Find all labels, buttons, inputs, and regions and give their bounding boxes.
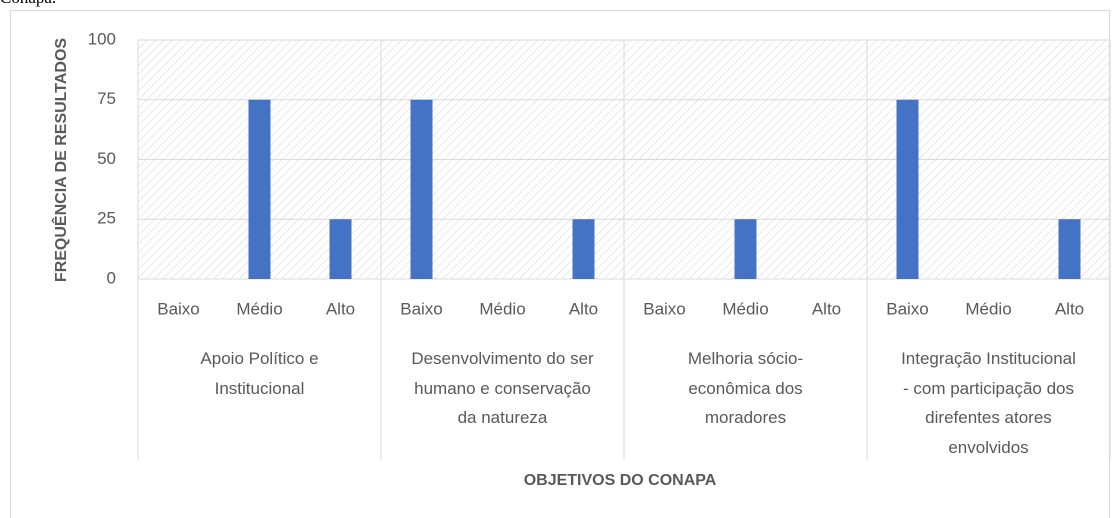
caption: Conapa.: [0, 0, 56, 8]
y-tick-label: 25: [97, 209, 116, 228]
y-axis-title: FREQUÊNCIA DE RESULTADOS: [51, 38, 70, 282]
bar: [329, 219, 352, 279]
x-tick-label: Baixo: [643, 299, 686, 318]
x-tick-label: Baixo: [400, 299, 443, 318]
group-label: Desenvolvimento do ser humano e conserva…: [411, 349, 594, 427]
bar: [896, 99, 919, 279]
x-tick-label: Alto: [569, 299, 598, 318]
bar: [248, 99, 271, 279]
x-tick-label: Baixo: [886, 299, 929, 318]
bar: [1058, 219, 1081, 279]
x-tick-label: Médio: [722, 299, 768, 318]
x-tick-label: Alto: [326, 299, 355, 318]
x-tick-label: Médio: [965, 299, 1011, 318]
y-tick-label: 100: [88, 29, 116, 48]
x-tick-label: Alto: [812, 299, 841, 318]
group-label: Integração Institucional - com participa…: [901, 349, 1076, 457]
y-tick-label: 50: [97, 149, 116, 168]
x-tick-label: Baixo: [157, 299, 200, 318]
bar: [410, 99, 433, 279]
x-tick-label: Médio: [479, 299, 525, 318]
y-tick-label: 75: [97, 89, 116, 108]
y-tick-label: 0: [107, 268, 116, 287]
bar: [572, 219, 595, 279]
group-label: Apoio Político e Institucional: [200, 349, 319, 398]
x-tick-label: Médio: [236, 299, 282, 318]
bar: [734, 219, 757, 279]
x-axis-title: OBJETIVOS DO CONAPA: [524, 472, 717, 489]
group-label: Melhoria sócio- econômica dos moradores: [687, 349, 804, 427]
x-tick-label: Alto: [1055, 299, 1084, 318]
